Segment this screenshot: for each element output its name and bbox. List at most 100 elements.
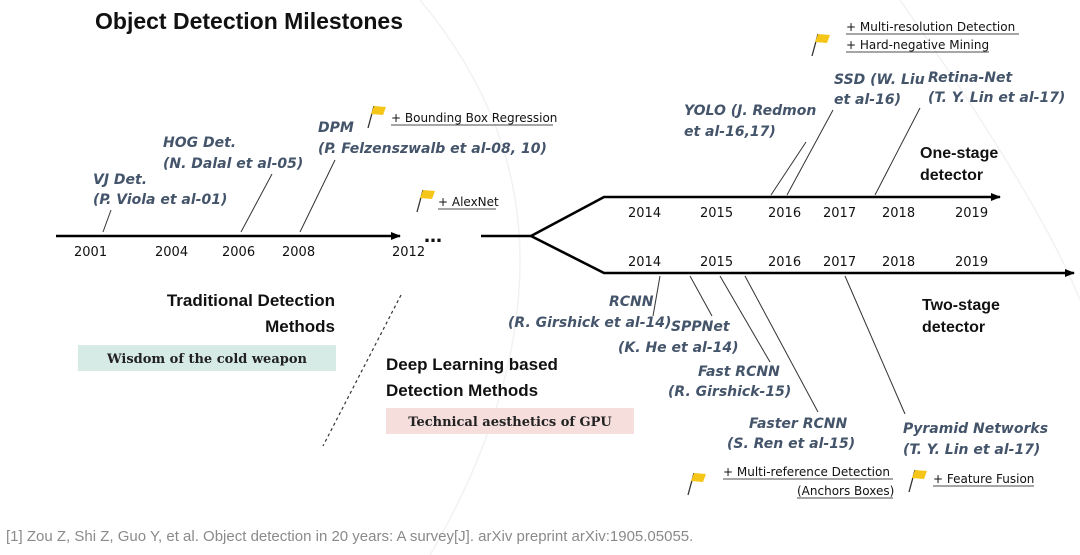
- year-label: 2014: [628, 206, 661, 221]
- leader-line: [786, 109, 834, 196]
- section-heading-line2: Detection Methods: [386, 381, 538, 400]
- milestone-line1: YOLO (J. Redmon: [684, 103, 816, 119]
- milestone-ssd: SSD (W. Liu et al-16): [786, 72, 925, 196]
- section-badge: Wisdom of the cold weapon: [106, 352, 307, 367]
- flag-icon: [416, 189, 435, 213]
- year-label: 2014: [628, 255, 661, 270]
- milestone-vj-det: VJ Det. (P. Viola et al-01): [93, 172, 227, 233]
- year-label: 2019: [955, 255, 988, 270]
- one-stage-label: One-stage detector: [920, 145, 998, 184]
- separator-dashed-line: [322, 294, 402, 447]
- page-title: Object Detection Milestones: [95, 8, 403, 34]
- leader-line: [652, 275, 661, 317]
- milestone-author: (P. Viola et al-01): [93, 192, 227, 208]
- leader-line: [102, 209, 112, 233]
- note-text: + Feature Fusion: [933, 472, 1034, 486]
- year-label: 2016: [768, 255, 801, 270]
- feature-fusion-note: + Feature Fusion: [908, 469, 1034, 493]
- flag-icon: [811, 33, 830, 57]
- milestone-line2: et al-16,17): [684, 124, 776, 140]
- year-label: 2015: [700, 255, 733, 270]
- milestone-yolo: YOLO (J. Redmon et al-16,17): [684, 103, 816, 196]
- citation: [1] Zou Z, Shi Z, Guo Y, et al. Object d…: [6, 528, 693, 545]
- note-text: + AlexNet: [438, 195, 499, 209]
- milestone-pyramid-networks: Pyramid Networks (T. Y. Lin et al-17): [844, 275, 1048, 458]
- stage-label-line1: Two-stage: [922, 297, 1000, 314]
- milestone-line2: (R. Girshick-15): [668, 384, 791, 400]
- milestone-line1: RCNN: [609, 294, 654, 310]
- leader-line: [874, 107, 921, 196]
- alexnet-note: + AlexNet: [416, 189, 499, 213]
- milestone-line1: SPPNet: [671, 319, 731, 335]
- milestone-name: HOG Det.: [163, 135, 236, 151]
- year-label: 2004: [155, 245, 188, 260]
- multi-reference-note: + Multi-reference Detection (Anchors Box…: [687, 465, 894, 499]
- year-label: 2019: [955, 206, 988, 221]
- section-badge-background: [386, 408, 634, 434]
- note-text: + Hard-negative Mining: [846, 38, 989, 52]
- bbox-regression-note: + Bounding Box Regression: [367, 105, 557, 129]
- stage-label-line1: One-stage: [920, 145, 998, 162]
- one-stage-axis: [530, 193, 1001, 238]
- note-text: + Multi-resolution Detection: [846, 20, 1015, 34]
- two-stage-years: 2014 2015 2016 2017 2018 2019: [628, 255, 988, 270]
- year-label: 2018: [882, 255, 915, 270]
- section-heading-line1: Traditional Detection: [167, 291, 335, 310]
- milestone-line1: SSD (W. Liu: [834, 72, 925, 88]
- year-label: 2017: [823, 255, 856, 270]
- milestone-line1: Fast RCNN: [698, 364, 780, 380]
- milestone-rcnn: RCNN (R. Girshick et al-14): [508, 275, 671, 331]
- milestone-line2: (T. Y. Lin et al-17): [928, 90, 1065, 106]
- section-heading-line1: Deep Learning based: [386, 355, 558, 374]
- flag-icon: [367, 105, 386, 129]
- year-label: 2016: [768, 206, 801, 221]
- two-stage-label: Two-stage detector: [922, 297, 1000, 336]
- traditional-section: Traditional Detection Methods Wisdom of …: [78, 291, 336, 371]
- milestone-sppnet: SPPNet (K. He et al-14): [618, 275, 739, 356]
- ellipsis: …: [424, 226, 442, 247]
- leader-line: [240, 173, 273, 233]
- milestone-hog-det: HOG Det. (N. Dalal et al-05): [163, 135, 303, 233]
- leader-line: [844, 275, 906, 415]
- flag-icon: [908, 469, 927, 493]
- milestone-retina-net: Retina-Net (T. Y. Lin et al-17): [874, 70, 1065, 196]
- milestone-line1: Pyramid Networks: [903, 421, 1048, 437]
- section-heading-line2: Methods: [265, 317, 335, 336]
- leader-line: [744, 275, 819, 413]
- year-label: 2017: [823, 206, 856, 221]
- year-label: 2006: [222, 245, 255, 260]
- section-badge-background: [78, 345, 336, 371]
- multi-resolution-note: + Multi-resolution Detection + Hard-nega…: [811, 20, 1019, 57]
- milestone-faster-rcnn: Faster RCNN (S. Ren et al-15): [727, 275, 855, 452]
- leader-line: [770, 141, 807, 196]
- traditional-timeline: 2001 2004 2006 2008 2012 …: [56, 226, 442, 260]
- milestone-line2: (K. He et al-14): [618, 340, 739, 356]
- leader-line: [719, 275, 771, 363]
- milestone-line1: Retina-Net: [928, 70, 1014, 86]
- one-stage-years: 2014 2015 2016 2017 2018 2019: [628, 206, 988, 221]
- year-label: 2008: [282, 245, 315, 260]
- stage-label-line2: detector: [922, 319, 985, 336]
- milestone-author: (P. Felzenszwalb et al-08, 10): [318, 141, 547, 157]
- note-text: (Anchors Boxes): [797, 484, 894, 498]
- year-label: 2001: [74, 245, 107, 260]
- milestone-line1: Faster RCNN: [749, 416, 847, 432]
- leader-line: [299, 159, 336, 233]
- year-label: 2015: [700, 206, 733, 221]
- milestone-dpm: DPM (P. Felzenszwalb et al-08, 10): [299, 120, 547, 233]
- note-text: + Bounding Box Regression: [391, 111, 557, 125]
- milestone-line2: (S. Ren et al-15): [727, 436, 855, 452]
- milestone-name: VJ Det.: [93, 172, 147, 188]
- section-badge: Technical aesthetics of GPU: [408, 415, 612, 430]
- milestone-line2: (T. Y. Lin et al-17): [903, 442, 1040, 458]
- year-label: 2012: [392, 245, 425, 260]
- year-label: 2018: [882, 206, 915, 221]
- branch-axes: [481, 193, 1075, 277]
- note-text: + Multi-reference Detection: [723, 465, 890, 479]
- milestone-line2: et al-16): [834, 92, 901, 108]
- milestone-author: (N. Dalal et al-05): [163, 156, 303, 172]
- leader-line: [689, 275, 713, 317]
- milestone-fast-rcnn: Fast RCNN (R. Girshick-15): [668, 275, 791, 400]
- deep-learning-section: Deep Learning based Detection Methods Te…: [386, 355, 634, 434]
